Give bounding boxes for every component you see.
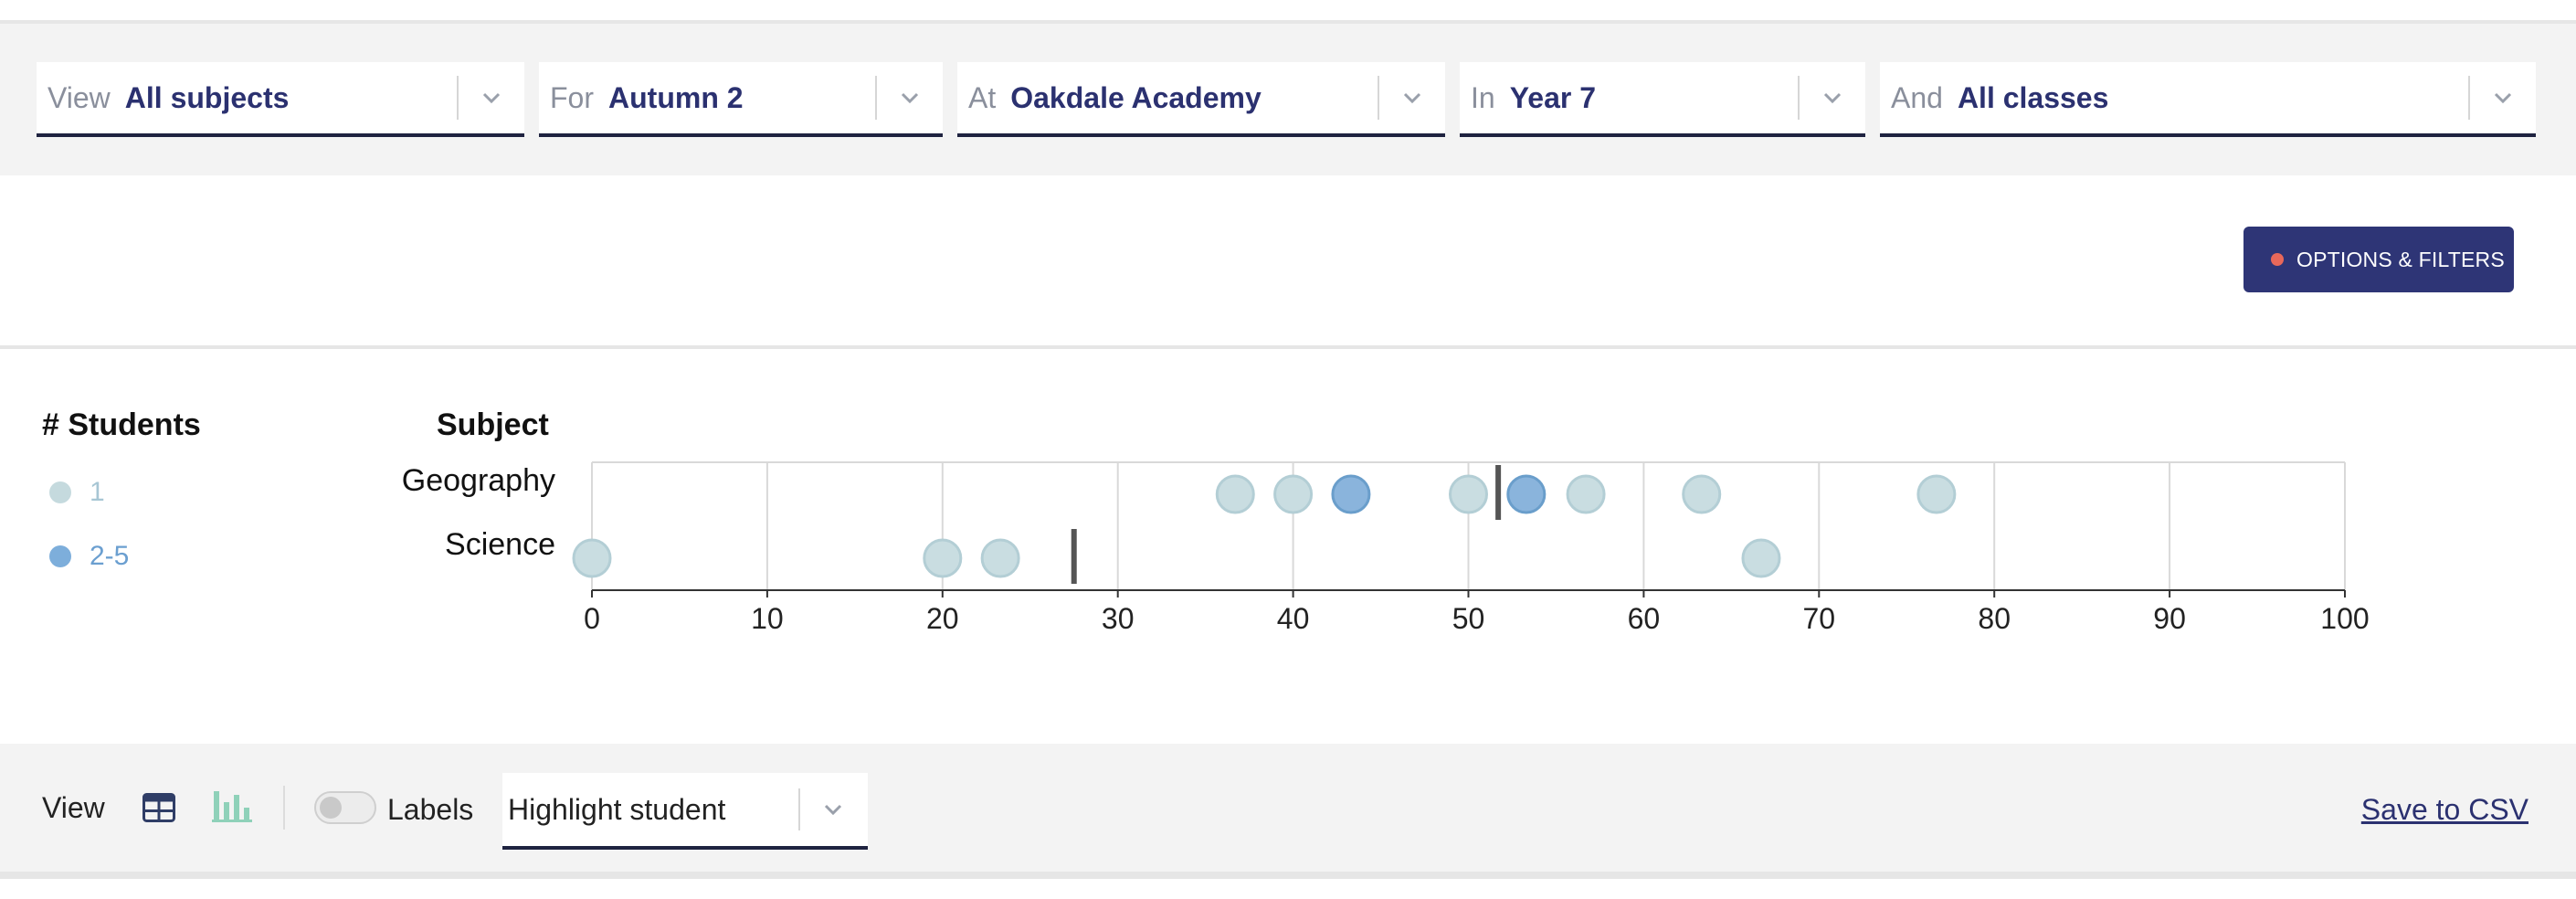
chevron-down-icon[interactable] <box>2490 85 2516 111</box>
legend-title: # Students <box>42 407 201 442</box>
filter-prefix: At <box>968 80 997 114</box>
labels-label: Labels <box>387 793 474 826</box>
filter-separator <box>1798 76 1800 120</box>
x-tick-label: 0 <box>584 602 600 635</box>
bottom-strip <box>0 872 2576 899</box>
filter-value: Oakdale Academy <box>1010 80 1262 114</box>
data-point <box>1682 474 1722 514</box>
x-tick-label: 80 <box>1978 602 2011 635</box>
bar-chart-icon[interactable] <box>212 788 252 822</box>
subject-header: Subject <box>437 407 549 442</box>
filter-value: Autumn 2 <box>608 80 744 114</box>
filter-class-select[interactable]: And All classes <box>1880 62 2536 137</box>
x-tick-label: 60 <box>1628 602 1661 635</box>
legend-item-2-5[interactable]: 2-5 <box>49 541 129 572</box>
data-point <box>1506 474 1547 514</box>
data-point <box>923 538 963 578</box>
legend-item-1[interactable]: 1 <box>49 477 105 508</box>
filter-active-dot <box>2271 253 2284 266</box>
legend-label: 1 <box>90 477 105 507</box>
filter-separator <box>2468 76 2470 120</box>
x-tick-label: 50 <box>1452 602 1485 635</box>
data-point <box>1449 474 1488 514</box>
view-label: View <box>42 791 105 824</box>
x-tick-label: 30 <box>1102 602 1135 635</box>
x-tick-label: 10 <box>751 602 784 635</box>
category-label: Science <box>445 527 555 562</box>
chevron-down-icon[interactable] <box>1820 85 1845 111</box>
chevron-down-icon[interactable] <box>479 85 504 111</box>
filter-school-select[interactable]: At Oakdale Academy <box>957 62 1445 137</box>
select-separator <box>798 788 800 830</box>
filter-separator <box>457 76 459 120</box>
data-point <box>1215 474 1255 514</box>
x-tick-label: 20 <box>926 602 959 635</box>
legend-swatch <box>49 481 71 503</box>
filter-separator <box>875 76 877 120</box>
table-icon[interactable] <box>143 793 175 822</box>
data-point <box>980 538 1020 578</box>
x-tick-label: 70 <box>1803 602 1836 635</box>
data-point <box>1916 474 1957 514</box>
chevron-down-icon[interactable] <box>897 85 923 111</box>
top-strip <box>0 0 2576 24</box>
legend-swatch <box>49 545 71 567</box>
chevron-down-icon[interactable] <box>820 797 846 822</box>
data-point <box>1566 474 1606 514</box>
category-label: Geography <box>402 463 555 498</box>
filter-prefix: In <box>1471 80 1495 114</box>
toolbar-divider <box>283 786 285 830</box>
filter-value: Year 7 <box>1509 80 1596 114</box>
labels-toggle[interactable] <box>314 791 376 824</box>
filter-term-select[interactable]: For Autumn 2 <box>539 62 943 137</box>
dot-plot: 0 10 20 30 40 50 60 70 80 90 100 Geography Science <box>402 461 2370 635</box>
filter-value: All subjects <box>124 80 290 114</box>
options-row: OPTIONS & FILTERS <box>0 175 2576 349</box>
x-tick-label: 40 <box>1277 602 1310 635</box>
save-to-csv-link[interactable]: Save to CSV <box>2360 793 2528 826</box>
options-filters-label: OPTIONS & FILTERS <box>2296 247 2505 271</box>
x-tick-label: 100 <box>2320 602 2369 635</box>
filter-prefix: And <box>1891 80 1943 114</box>
data-point <box>572 538 612 578</box>
filter-subject-select[interactable]: View All subjects <box>37 62 524 137</box>
filter-bar: View All subjects For Autumn 2 At Oakdal… <box>0 24 2576 175</box>
bottom-toolbar: View Labels Highlight student Save to CS… <box>0 744 2576 872</box>
x-tick-label: 90 <box>2153 602 2186 635</box>
chevron-down-icon[interactable] <box>1399 85 1425 111</box>
filter-year-select[interactable]: In Year 7 <box>1460 62 1865 137</box>
data-point <box>1273 474 1314 514</box>
filter-value: All classes <box>1957 80 2109 114</box>
filter-prefix: View <box>48 80 111 114</box>
data-point <box>1331 474 1371 514</box>
toggle-knob <box>320 797 342 819</box>
highlight-student-select[interactable]: Highlight student <box>502 773 868 850</box>
chart-area: # Students 1 2-5 Subject 0 10 20 30 40 50 60 70… <box>0 353 2576 744</box>
highlight-student-value: Highlight student <box>508 792 726 826</box>
filter-separator <box>1378 76 1379 120</box>
data-point <box>1741 538 1781 578</box>
options-filters-button[interactable]: OPTIONS & FILTERS <box>2243 227 2514 292</box>
filter-prefix: For <box>550 80 594 114</box>
legend-label: 2-5 <box>90 541 130 571</box>
